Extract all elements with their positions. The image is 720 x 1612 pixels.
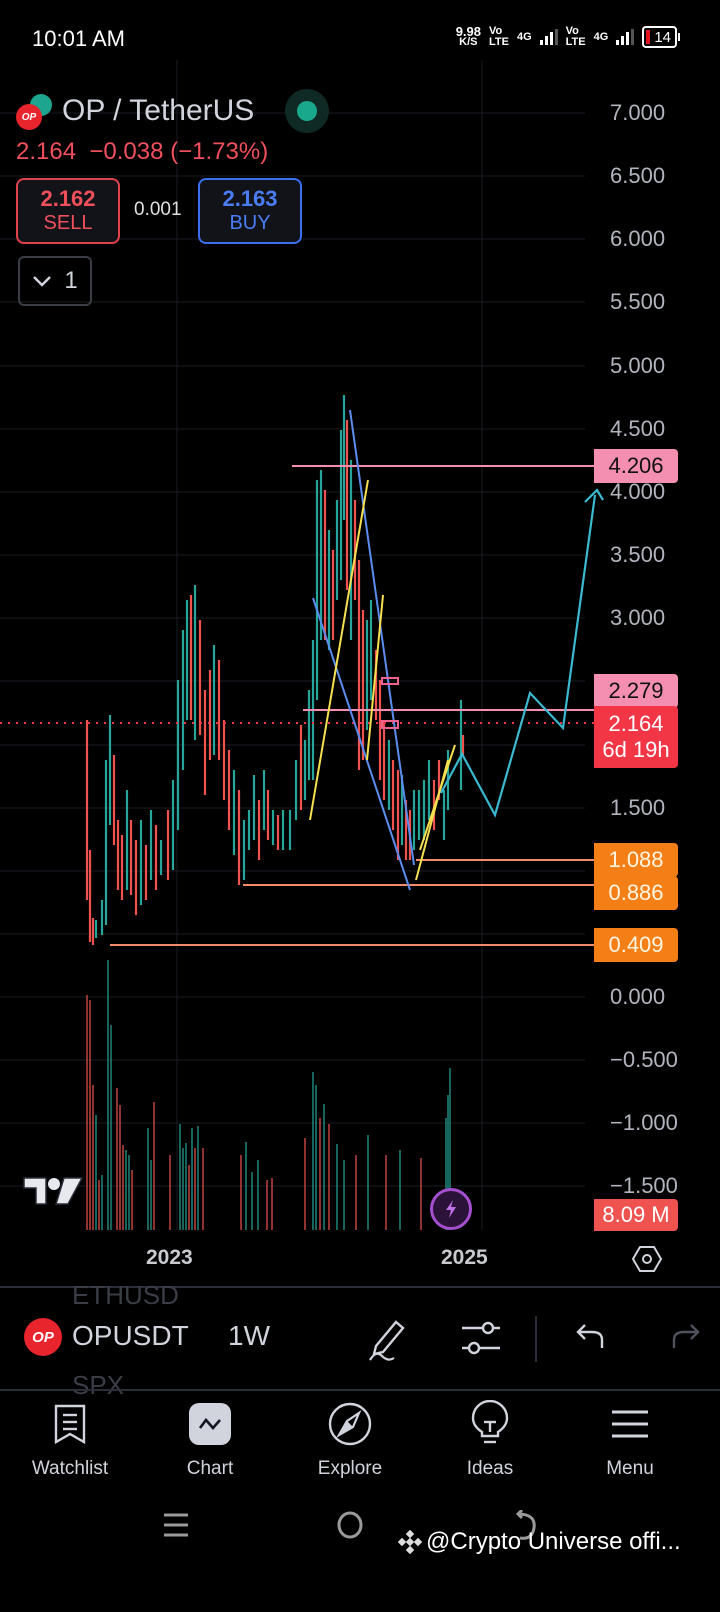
back-icon[interactable] — [510, 1510, 540, 1544]
axis-tick: −1.500 — [610, 1173, 678, 1198]
symbol-selector[interactable]: OPUSDT — [72, 1320, 189, 1351]
level-tag-4206: 4.206 — [594, 449, 678, 483]
axis-tick: 7.000 — [610, 100, 666, 125]
nav-chart[interactable]: Chart — [150, 1400, 270, 1480]
watermark: @Crypto Universe offi... — [398, 1528, 681, 1556]
market-open-dot-icon — [297, 101, 317, 121]
time-axis-label: 2025 — [441, 1246, 488, 1269]
lightning-icon — [446, 1200, 456, 1218]
chevron-down-icon — [33, 276, 52, 287]
signal-icon — [539, 29, 558, 45]
divider — [0, 1389, 720, 1391]
divider — [0, 1286, 720, 1288]
volte-icon: Vo LTE — [565, 25, 586, 48]
market-status-indicator[interactable] — [285, 89, 329, 133]
axis-tick: 3.500 — [610, 542, 666, 567]
volte-icon: Vo LTE — [489, 25, 509, 48]
level-tag-1088: 1.088 — [594, 843, 678, 877]
ghost-symbol-above[interactable]: ETHUSD — [72, 1280, 179, 1310]
flash-alert-button[interactable] — [430, 1188, 472, 1230]
bar-countdown: 6d 19h — [602, 737, 670, 762]
price-change-line: 2.164 −0.038 (−1.73%) — [16, 138, 269, 165]
status-time: 10:01 AM — [32, 26, 125, 51]
sell-label: SELL — [43, 212, 93, 234]
axis-tick: 0.000 — [610, 984, 666, 1009]
status-icons: 9.98 K/S Vo LTE 4G Vo LTE 4G 14 — [455, 24, 680, 48]
price-chart[interactable] — [0, 60, 720, 1240]
redo-icon[interactable] — [670, 1322, 702, 1350]
axis-tick: −1.000 — [610, 1110, 678, 1135]
buy-label: BUY — [229, 212, 271, 234]
nav-ideas[interactable]: Ideas — [430, 1400, 550, 1480]
axis-tick: 6.000 — [610, 226, 666, 251]
toolbar-separator — [535, 1316, 537, 1362]
last-price: 2.164 — [608, 711, 664, 736]
tradingview-logo-icon[interactable] — [22, 1174, 84, 1208]
network-type: 4G — [516, 31, 532, 43]
chart-icon — [189, 1403, 231, 1445]
chart-settings-icon[interactable] — [632, 1244, 662, 1274]
buy-button[interactable]: 2.163 BUY — [198, 178, 302, 244]
nav-watchlist[interactable]: Watchlist — [10, 1400, 130, 1480]
compass-icon — [328, 1402, 372, 1446]
indicators-sliders-icon[interactable] — [460, 1318, 502, 1358]
nav-menu[interactable]: Menu — [570, 1400, 690, 1480]
hamburger-icon — [612, 1410, 648, 1438]
spread-value: 0.001 — [134, 199, 182, 220]
network-type: 4G — [593, 31, 609, 43]
volume-tag: 8.09 M — [594, 1199, 678, 1231]
drawing-tools-pencil-icon[interactable] — [368, 1316, 410, 1362]
axis-tick: −0.500 — [610, 1047, 678, 1072]
sell-button[interactable]: 2.162 SELL — [16, 178, 120, 244]
lightbulb-icon — [471, 1400, 509, 1444]
bookmark-list-icon — [54, 1404, 86, 1445]
recent-apps-icon[interactable] — [162, 1510, 190, 1540]
axis-tick: 5.500 — [610, 289, 666, 314]
last-price-tag: 2.164 6d 19h — [594, 706, 678, 768]
binance-diamond-icon — [398, 1530, 422, 1554]
indicator-count: 1 — [64, 267, 78, 294]
level-tag-2279: 2.279 — [594, 674, 678, 708]
level-tag-0886: 0.886 — [594, 876, 678, 910]
ghost-symbol-below[interactable]: SPX — [72, 1370, 125, 1400]
level-tag-0409: 0.409 — [594, 928, 678, 962]
nav-explore[interactable]: Explore — [290, 1400, 410, 1480]
symbol-title[interactable]: OP / TetherUS — [62, 94, 255, 127]
sell-price: 2.162 — [40, 186, 96, 211]
axis-tick: 4.000 — [610, 479, 666, 504]
op-logo-icon: OP — [24, 1318, 62, 1356]
axis-tick: 4.500 — [610, 416, 666, 441]
signal-icon — [616, 29, 635, 45]
axis-tick: 3.000 — [610, 605, 666, 630]
home-icon[interactable] — [336, 1510, 364, 1540]
net-speed: 9.98 K/S — [455, 24, 481, 48]
axis-tick: 6.500 — [610, 163, 666, 188]
axis-tick: 5.000 — [610, 353, 666, 378]
undo-icon[interactable] — [574, 1322, 606, 1350]
axis-tick: 1.500 — [610, 795, 666, 820]
time-axis-label: 2023 — [146, 1246, 193, 1269]
op-logo-icon: OP — [16, 104, 42, 130]
timeframe-selector[interactable]: 1W — [228, 1320, 270, 1351]
indicators-toggle-button[interactable]: 1 — [18, 256, 92, 306]
battery-icon: 14 — [642, 26, 680, 48]
buy-price: 2.163 — [222, 186, 278, 211]
